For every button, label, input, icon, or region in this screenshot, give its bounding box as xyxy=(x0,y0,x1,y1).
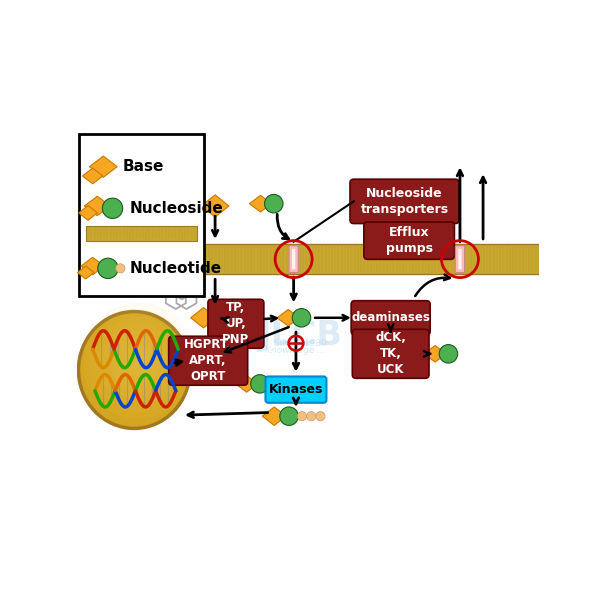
Circle shape xyxy=(307,412,316,421)
Bar xyxy=(155,244,539,274)
Text: deaminases: deaminases xyxy=(351,311,430,324)
Bar xyxy=(86,226,197,241)
Text: Nucleoside
transporters: Nucleoside transporters xyxy=(361,187,449,216)
Ellipse shape xyxy=(124,345,154,377)
Text: Nucleoside: Nucleoside xyxy=(130,201,223,216)
FancyBboxPatch shape xyxy=(351,301,430,335)
Circle shape xyxy=(103,198,123,218)
Text: Kinases: Kinases xyxy=(269,383,323,397)
Ellipse shape xyxy=(79,311,190,428)
Text: JLCB: JLCB xyxy=(259,319,343,352)
FancyBboxPatch shape xyxy=(169,336,248,385)
FancyBboxPatch shape xyxy=(458,249,461,269)
Polygon shape xyxy=(79,206,97,220)
Polygon shape xyxy=(89,156,117,178)
Ellipse shape xyxy=(117,338,161,384)
Polygon shape xyxy=(424,346,446,362)
FancyBboxPatch shape xyxy=(455,246,464,272)
FancyBboxPatch shape xyxy=(292,249,295,269)
Ellipse shape xyxy=(90,310,188,412)
Circle shape xyxy=(265,194,283,213)
Text: SINCE 1980: SINCE 1980 xyxy=(274,339,327,348)
Ellipse shape xyxy=(83,302,194,419)
Polygon shape xyxy=(81,257,104,275)
Polygon shape xyxy=(250,196,272,212)
Text: Knowledge ...: Knowledge ... xyxy=(265,346,326,355)
Text: TP,
UP,
PNP: TP, UP, PNP xyxy=(222,301,250,346)
Ellipse shape xyxy=(103,323,175,398)
Polygon shape xyxy=(236,376,257,392)
Text: Efflux
pumps: Efflux pumps xyxy=(386,226,433,255)
Circle shape xyxy=(316,412,325,421)
Polygon shape xyxy=(85,196,110,215)
Text: Nucleotide: Nucleotide xyxy=(130,261,222,276)
Circle shape xyxy=(292,308,311,327)
FancyBboxPatch shape xyxy=(352,329,429,379)
Circle shape xyxy=(267,379,276,388)
Circle shape xyxy=(280,407,298,425)
Circle shape xyxy=(98,258,118,278)
FancyBboxPatch shape xyxy=(265,376,326,403)
Ellipse shape xyxy=(131,352,147,370)
Text: dCK,
TK,
UCK: dCK, TK, UCK xyxy=(375,331,406,376)
Circle shape xyxy=(298,412,307,421)
FancyBboxPatch shape xyxy=(364,222,454,259)
FancyBboxPatch shape xyxy=(350,179,459,224)
FancyBboxPatch shape xyxy=(208,299,264,348)
Text: Base: Base xyxy=(122,159,164,174)
Polygon shape xyxy=(201,195,229,217)
Circle shape xyxy=(439,344,458,363)
Ellipse shape xyxy=(97,317,181,405)
FancyBboxPatch shape xyxy=(289,246,298,272)
Circle shape xyxy=(251,374,269,393)
Polygon shape xyxy=(83,168,103,184)
Polygon shape xyxy=(262,407,286,425)
FancyBboxPatch shape xyxy=(79,134,203,296)
Ellipse shape xyxy=(110,331,167,391)
Text: HGPRT,
APRT,
OPRT: HGPRT, APRT, OPRT xyxy=(184,338,232,383)
Polygon shape xyxy=(277,310,299,326)
Polygon shape xyxy=(77,266,94,279)
Polygon shape xyxy=(191,308,217,328)
Circle shape xyxy=(116,264,125,273)
